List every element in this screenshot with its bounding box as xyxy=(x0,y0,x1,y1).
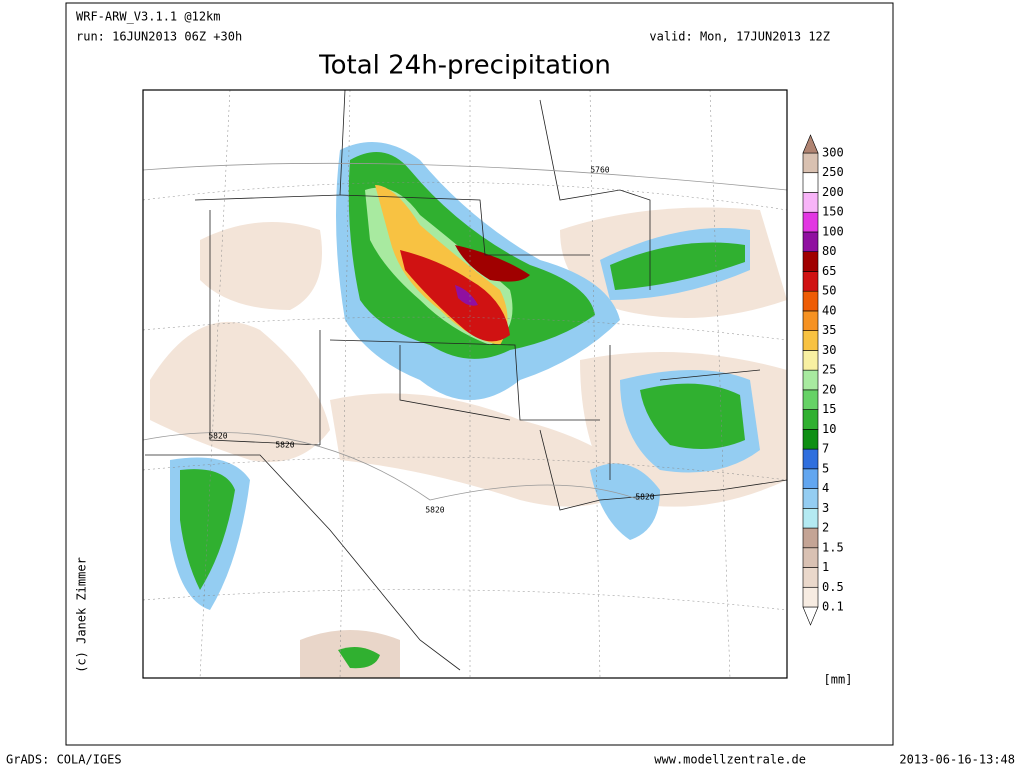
colorbar-label: 100 xyxy=(822,224,844,238)
contour-label: 5760 xyxy=(590,166,609,175)
colorbar-box xyxy=(802,409,819,430)
colorbar-box xyxy=(802,192,819,213)
colorbar-label: 30 xyxy=(822,343,836,357)
colorbar-box xyxy=(802,488,819,509)
colorbar-box xyxy=(802,152,819,174)
colorbar-end xyxy=(802,606,819,626)
colorbar-box xyxy=(802,211,819,233)
colorbar-label: 7 xyxy=(822,442,829,456)
website-label: www.modellzentrale.de xyxy=(654,753,806,767)
colorbar-label: 2 xyxy=(822,521,829,535)
colorbar-end xyxy=(802,134,819,154)
map-title: Total 24h-precipitation xyxy=(318,51,611,81)
colorbar-box xyxy=(802,271,819,292)
colorbar-box xyxy=(802,310,819,331)
run-label: run: 16JUN2013 06Z +30h xyxy=(76,30,242,44)
colorbar-box xyxy=(802,429,819,450)
colorbar: 0.1 0.5 1 1.5 2 3 4 5 7 10 15 20 25 30 35 40 50 65 80 100 15… xyxy=(802,134,844,626)
colorbar-label: 10 xyxy=(822,422,836,436)
colorbar-box xyxy=(802,290,819,312)
model-label: WRF-ARW_V3.1.1 @12km xyxy=(76,10,221,24)
colorbar-label: 20 xyxy=(822,382,836,396)
contour-label: 5820 xyxy=(275,441,294,450)
colorbar-label: 1.5 xyxy=(822,540,844,554)
colorbar-label: 3 xyxy=(822,501,829,515)
colorbar-label: 15 xyxy=(822,402,836,416)
colorbar-label: 0.1 xyxy=(822,600,844,614)
colorbar-box xyxy=(802,468,819,489)
colorbar-label: 300 xyxy=(822,146,844,160)
contour-label: 5820 xyxy=(635,493,654,502)
colorbar-label: 65 xyxy=(822,264,836,278)
colorbar-label: 150 xyxy=(822,205,844,219)
colorbar-label: 0.5 xyxy=(822,580,844,594)
colorbar-label: 5 xyxy=(822,461,829,475)
colorbar-box xyxy=(802,508,819,529)
unit-label: [mm] xyxy=(824,673,853,687)
colorbar-label: 50 xyxy=(822,284,836,298)
colorbar-label: 250 xyxy=(822,165,844,179)
timestamp-label: 2013-06-16-13:48 xyxy=(899,753,1015,767)
colorbar-box xyxy=(802,389,819,410)
colorbar-label: 25 xyxy=(822,363,836,377)
colorbar-box xyxy=(802,369,819,391)
colorbar-label: 35 xyxy=(822,323,836,337)
colorbar-box xyxy=(802,586,819,608)
contour-label: 5820 xyxy=(425,506,444,515)
colorbar-box xyxy=(802,330,819,351)
colorbar-box xyxy=(802,547,819,568)
colorbar-box xyxy=(802,172,819,193)
software-label: GrADS: COLA/IGES xyxy=(6,753,122,767)
credit: (c) Janek Zimmer xyxy=(75,557,89,673)
colorbar-label: 40 xyxy=(822,303,836,317)
colorbar-box xyxy=(802,231,819,252)
colorbar-label: 80 xyxy=(822,244,836,258)
map: 5760 5820 5820 5820 5820 xyxy=(142,89,788,679)
colorbar-box xyxy=(802,527,819,549)
colorbar-box xyxy=(802,567,819,588)
valid-label: valid: Mon, 17JUN2013 12Z xyxy=(649,30,830,44)
colorbar-label: 4 xyxy=(822,481,829,495)
colorbar-box xyxy=(802,448,819,470)
colorbar-label: 1 xyxy=(822,560,829,574)
frame xyxy=(65,2,894,746)
colorbar-box xyxy=(802,251,819,272)
colorbar-label: 200 xyxy=(822,185,844,199)
contour-label: 5820 xyxy=(208,432,227,441)
colorbar-box xyxy=(802,350,819,371)
